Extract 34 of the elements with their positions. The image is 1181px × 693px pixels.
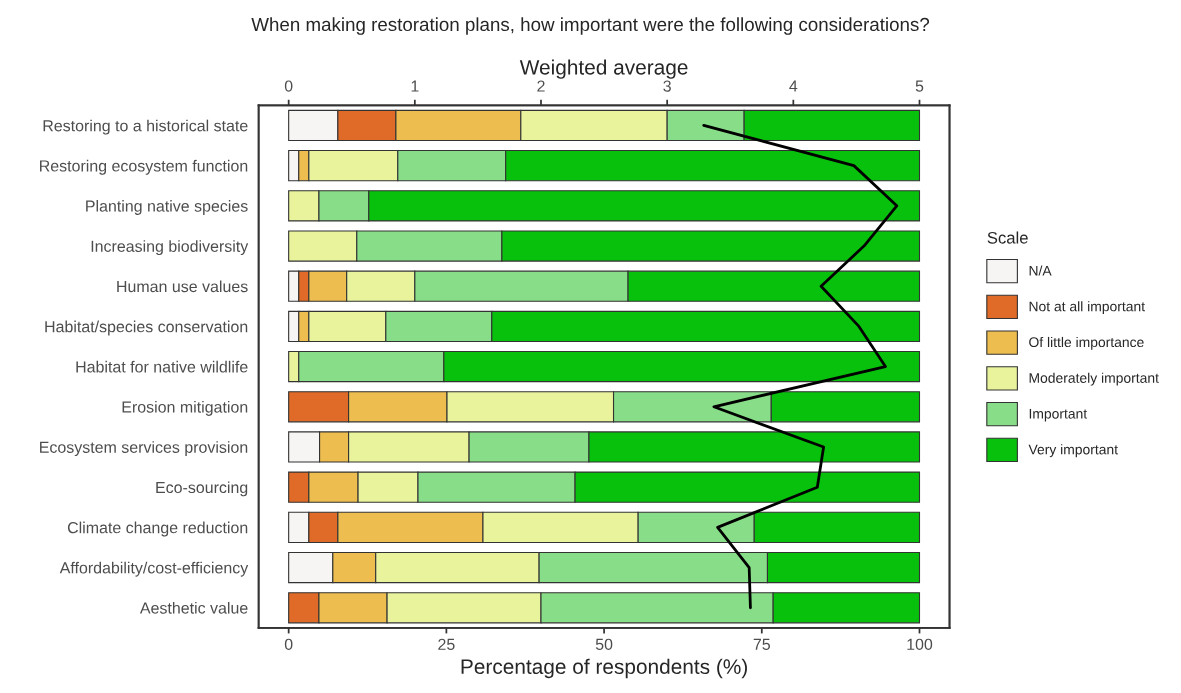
chart-title: When making restoration plans, how important were the following considerations? — [251, 17, 930, 35]
x-tick-label: 0 — [284, 638, 293, 651]
x-axis-title: Percentage of respondents (%) — [461, 658, 747, 679]
legend-label: N/A — [1029, 265, 1052, 276]
y-tick-label: Planting native species — [86, 200, 248, 215]
x2-tick-label: 1 — [411, 80, 419, 92]
legend-label: Moderately important — [1029, 372, 1159, 386]
x2-tick-label: 0 — [284, 80, 293, 92]
x2-tick-label: 4 — [789, 80, 798, 92]
legend-label: Very important — [1028, 444, 1118, 458]
legend-title: Scale — [987, 231, 1028, 244]
y-tick-label: Habitat for native wildlife — [76, 360, 248, 373]
y-tick-label: Climate change reduction — [67, 521, 248, 537]
x-tick-label: 25 — [438, 638, 455, 651]
y-tick-label: Increasing biodiversity — [91, 240, 249, 256]
y-tick-label: Habitat/species conservation — [45, 320, 248, 336]
x-tick-label: 75 — [753, 638, 770, 651]
y-tick-label: Restoring to a historical state — [43, 119, 248, 135]
legend-label: Important — [1029, 408, 1088, 422]
y-tick-label: Erosion mitigation — [122, 401, 248, 416]
y-tick-label: Aesthetic value — [139, 601, 248, 614]
legend-label: Of little importance — [1029, 336, 1144, 350]
x-tick-label: 50 — [595, 638, 613, 651]
x2-tick-label: 3 — [663, 80, 671, 92]
x2-tick-label: 5 — [915, 80, 924, 92]
x2-tick-label: 2 — [537, 80, 545, 92]
y-tick-label: Affordability/cost-efficiency — [59, 561, 249, 577]
y-tick-label: Human use values — [117, 280, 248, 293]
legend-label: Not at all important — [1029, 301, 1145, 315]
x2-axis-title: Weighted average — [519, 59, 688, 79]
x-tick-label: 100 — [907, 638, 933, 651]
y-tick-label: Restoring ecosystem function — [40, 159, 248, 175]
y-tick-label: Eco-sourcing — [156, 481, 248, 497]
y-tick-label: Ecosystem services provision — [40, 441, 248, 457]
